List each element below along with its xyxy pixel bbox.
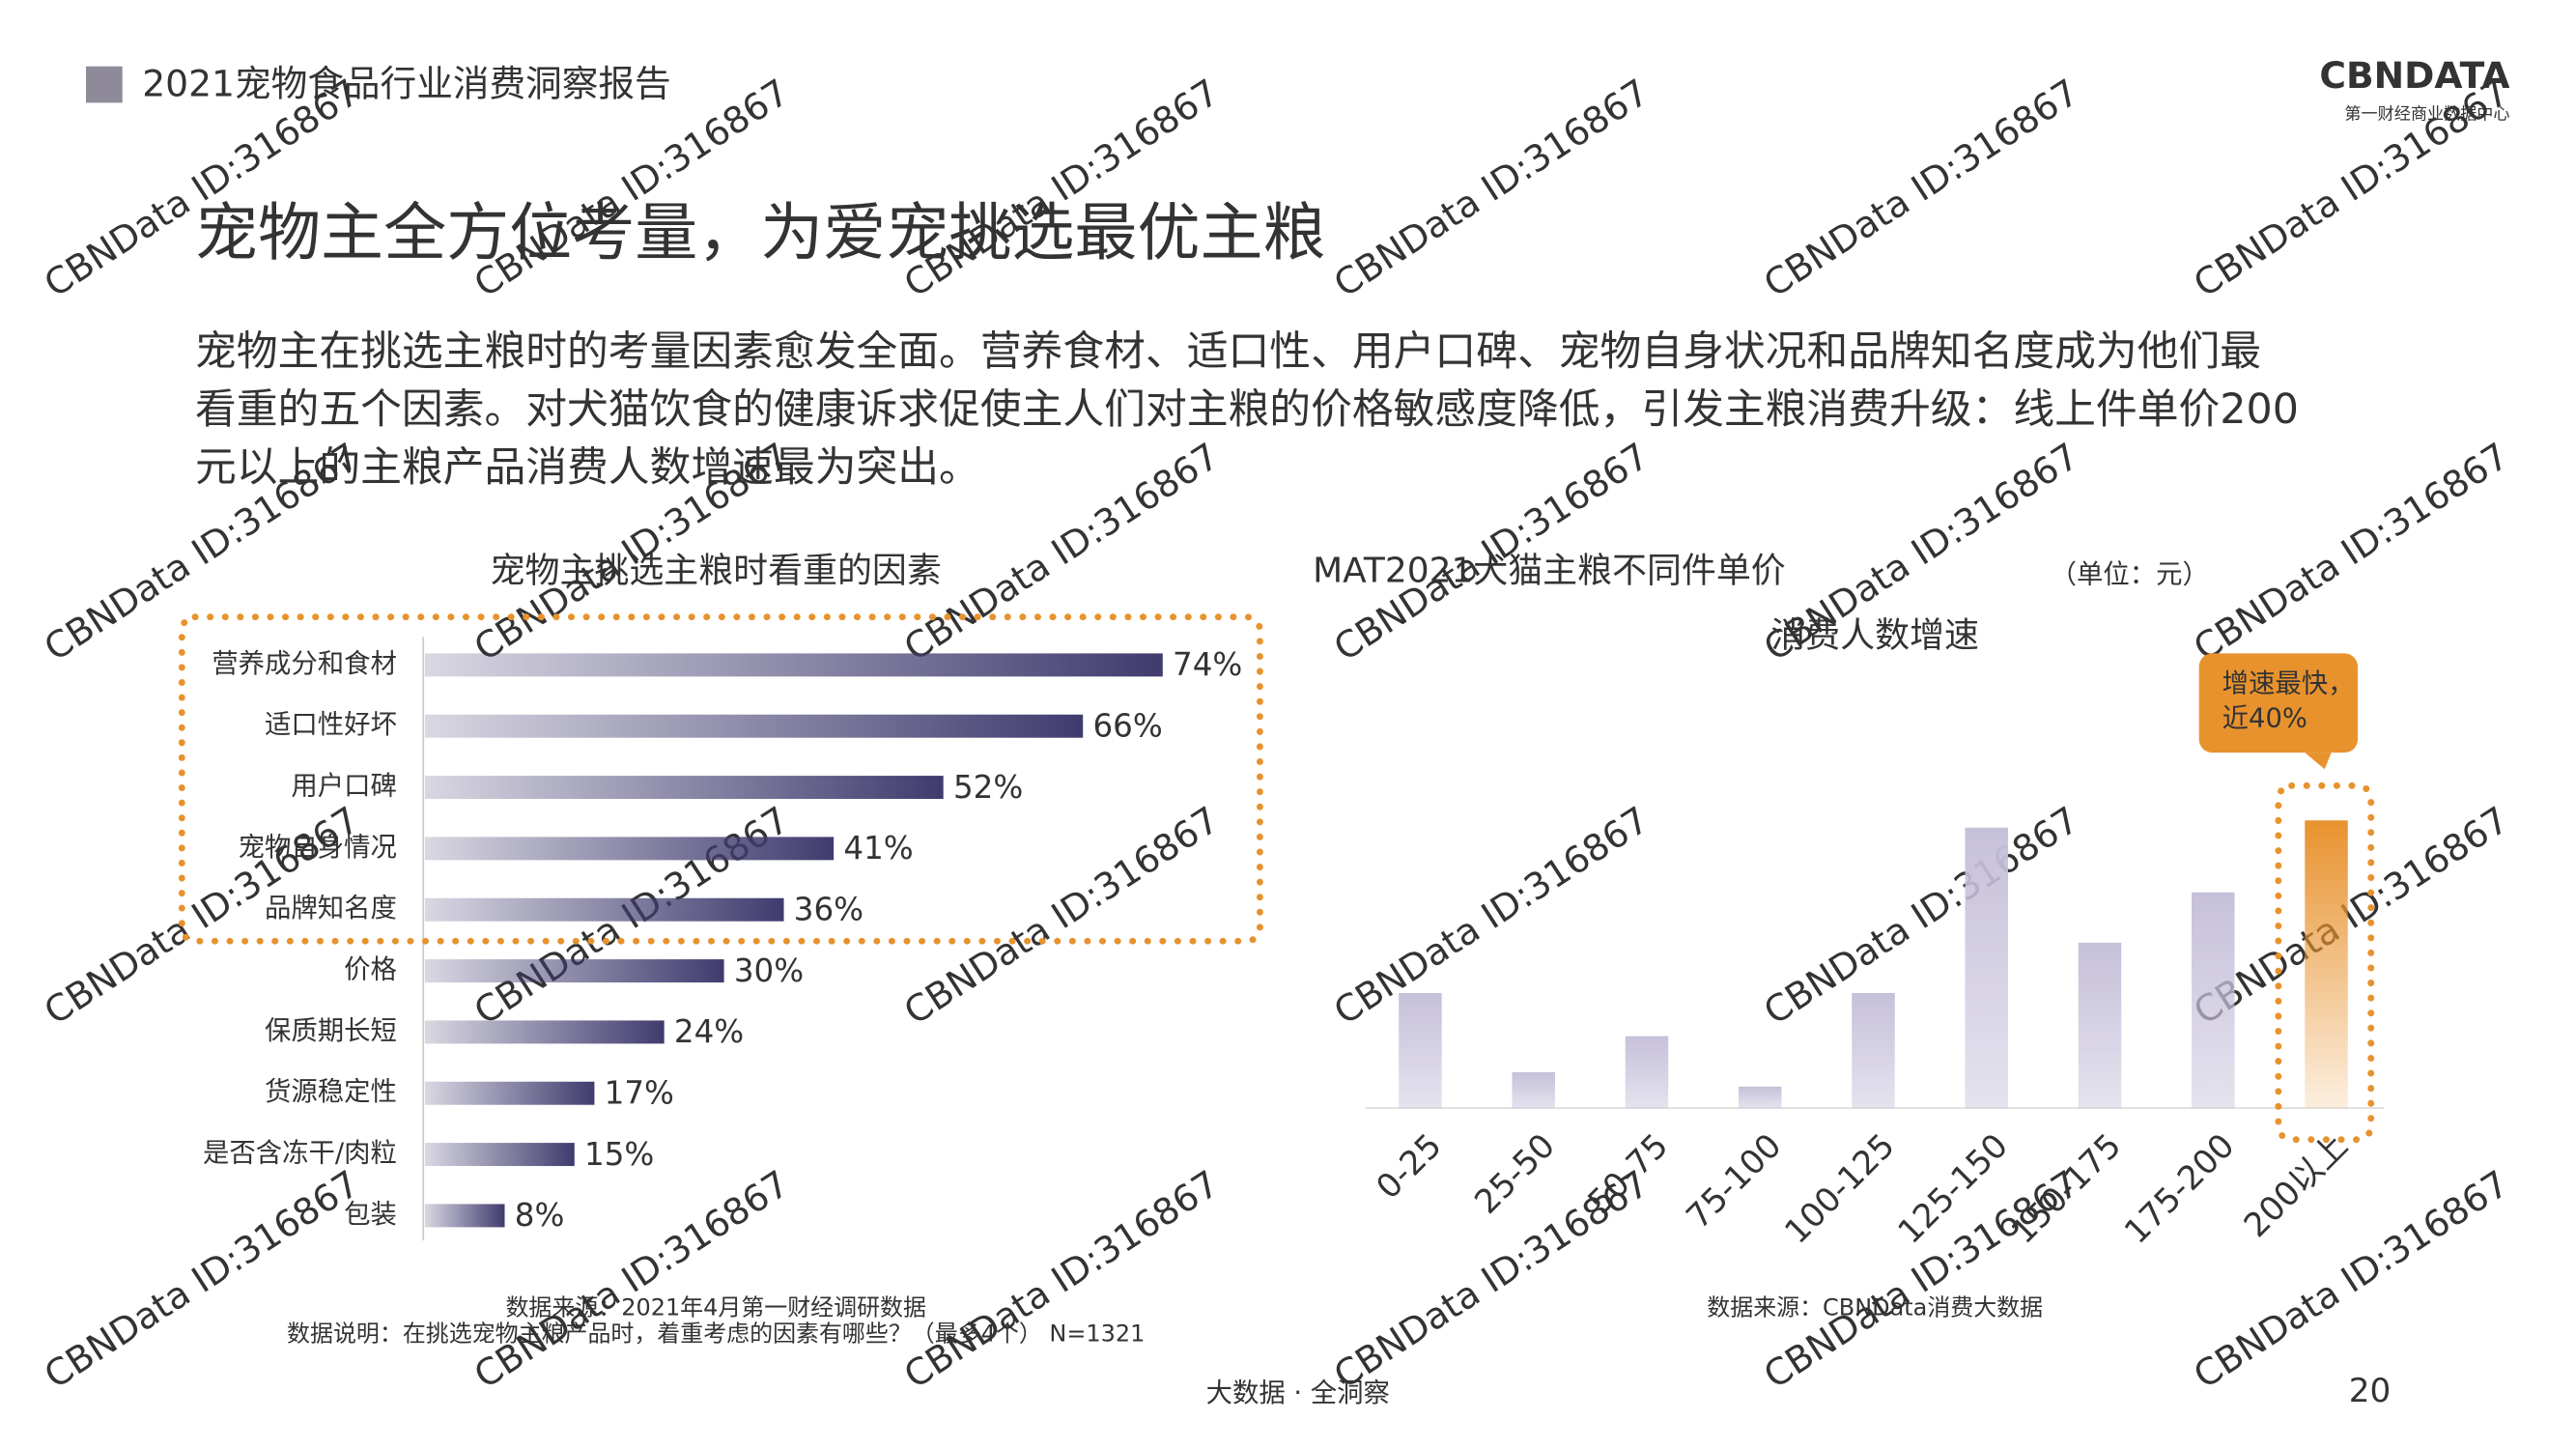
bar: [1965, 827, 2008, 1109]
watermark: CBNData ID:316867: [37, 1162, 366, 1397]
category-label: 是否含冻干/肉粒: [203, 1139, 397, 1169]
value-label: 41%: [843, 830, 913, 867]
source: 数据来源：2021年4月第一财经调研数据: [505, 1293, 926, 1321]
watermark: CBNData ID:316867: [467, 71, 796, 305]
callout-tip: [2305, 753, 2332, 770]
unit: （单位：元）: [2051, 559, 2209, 589]
watermark: CBNData ID:316867: [1756, 71, 2085, 305]
bar: [2078, 942, 2122, 1109]
value-label: 15%: [584, 1136, 654, 1173]
bar: [1512, 1071, 1555, 1109]
header-square: [86, 66, 123, 103]
bar: [424, 1204, 505, 1228]
watermark: CBNData ID:316867: [1326, 71, 1656, 305]
value-label: 24%: [674, 1013, 744, 1050]
page-number: 20: [2349, 1372, 2392, 1410]
bar: [424, 1020, 665, 1044]
annotation: 近40%: [2222, 703, 2307, 733]
watermark: CBNData ID:316867: [2186, 435, 2515, 669]
callout-box: [2198, 653, 2359, 753]
paragraph-line: 宠物主在挑选主粮时的考量因素愈发全面。营养食材、适口性、用户口碑、宠物自身状况和…: [195, 327, 2261, 376]
callout: 增速最快， 近40%: [2198, 653, 2359, 770]
bar: [1738, 1086, 1782, 1109]
bar: [1399, 992, 1442, 1109]
value-label: 17%: [605, 1074, 674, 1111]
chart-subtitle: 消费人数增速: [1770, 615, 1979, 655]
bar: [424, 776, 944, 800]
paragraph-line: 看重的五个因素。对犬猫饮食的健康诉求促使主人们对主粮的价格敏感度降低，引发主粮消…: [195, 385, 2299, 434]
category-label: 保质期长短: [265, 1016, 397, 1046]
value-label: 36%: [794, 891, 863, 927]
watermark: CBNData ID:316867: [37, 71, 366, 305]
x-tick-label: 75-100: [1679, 1126, 1789, 1236]
value-label: 8%: [515, 1197, 565, 1234]
watermark: CBNData ID:316867: [1756, 798, 2085, 1033]
source: 数据来源：CBNData消费大数据: [1707, 1293, 2043, 1321]
x-tick-label: 0-25: [1369, 1126, 1449, 1207]
slide-title: 宠物主全方位考量，为爱宠挑选最优主粮: [195, 197, 1326, 270]
category-label: 营养成分和食材: [212, 649, 397, 679]
highlight-box: [178, 613, 1263, 945]
bar: [424, 959, 724, 983]
value-label: 74%: [1173, 646, 1242, 683]
x-tick-label: 175-200: [2117, 1126, 2242, 1251]
bar: [1625, 1036, 1669, 1109]
annotation: 增速最快，: [2222, 668, 2355, 698]
watermark: CBNData ID:316867: [896, 71, 1226, 305]
bar: [424, 1081, 595, 1105]
logo-sub: 第一财经商业数据中心: [2344, 104, 2509, 124]
x-tick-label: 100-125: [1777, 1126, 1902, 1251]
bar: [424, 1143, 575, 1167]
report-name: 2021宠物食品行业消费洞察报告: [142, 63, 670, 105]
chart-title: 宠物主挑选主粮时看重的因素: [491, 552, 942, 591]
value-label: 30%: [734, 952, 804, 989]
logo: CBNDATA: [2319, 54, 2509, 97]
value-label: 66%: [1092, 707, 1162, 744]
category-label: 宠物自身情况: [239, 833, 397, 863]
watermark: CBNData ID:316867: [896, 1162, 1226, 1397]
x-tick-label: 200以上: [2237, 1126, 2356, 1245]
watermark: CBNData ID:316867: [1326, 798, 1656, 1033]
watermark: CBNData ID:316867: [896, 798, 1226, 1033]
note: 数据说明：在挑选宠物主粮产品时，着重考虑的因素有哪些？（最多4个） N=1321: [287, 1321, 1145, 1348]
bar: [424, 837, 835, 861]
watermark: CBNData ID:316867: [2186, 798, 2515, 1033]
value-label: 52%: [953, 769, 1023, 806]
bar: [424, 714, 1084, 738]
chart-title: MAT2021犬猫主粮不同件单价: [1313, 552, 1786, 591]
footer-slogan: 大数据 · 全洞察: [1206, 1378, 1390, 1408]
category-label: 货源稳定性: [265, 1077, 397, 1107]
category-label: 包装: [344, 1200, 397, 1230]
bar: [424, 653, 1163, 677]
x-tick-label: 25-50: [1467, 1126, 1563, 1222]
watermark: CBNData ID:316867: [2186, 1162, 2515, 1397]
bar: [424, 897, 784, 922]
paragraph-line: 元以上的主粮产品消费人数增速最为突出。: [195, 443, 980, 492]
bar: [2192, 892, 2235, 1109]
bar: [1852, 992, 1895, 1109]
bar: [2305, 820, 2348, 1109]
category-label: 用户口碑: [291, 772, 397, 802]
category-label: 品牌知名度: [265, 894, 397, 923]
category-label: 适口性好坏: [265, 710, 397, 740]
highlight-box: [2275, 781, 2375, 1144]
category-label: 价格: [344, 955, 397, 985]
